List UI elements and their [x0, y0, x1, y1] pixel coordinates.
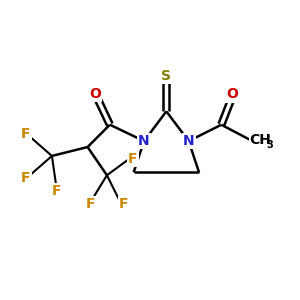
Text: F: F — [21, 127, 31, 141]
Text: O: O — [89, 86, 101, 100]
Text: F: F — [21, 171, 31, 185]
Text: N: N — [138, 134, 150, 148]
Text: S: S — [161, 69, 171, 83]
Text: O: O — [226, 87, 238, 101]
Text: CH: CH — [250, 133, 272, 147]
Text: F: F — [86, 197, 95, 212]
Text: N: N — [183, 134, 194, 148]
Text: 3: 3 — [266, 140, 273, 150]
Text: F: F — [119, 197, 129, 212]
Text: F: F — [128, 152, 137, 166]
Text: F: F — [52, 184, 61, 198]
